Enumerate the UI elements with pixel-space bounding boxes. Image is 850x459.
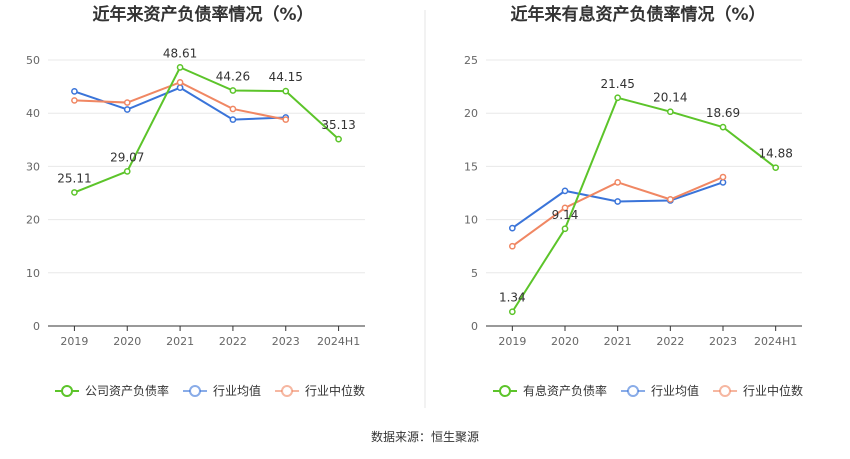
x-tick-label: 2023 (272, 335, 300, 348)
legend-item-median[interactable]: 行业中位数 (275, 383, 365, 398)
data-label: 9.14 (552, 208, 579, 222)
data-point-avg (508, 224, 516, 232)
data-point-avg (229, 116, 237, 123)
data-point-main (614, 94, 622, 102)
chart-title: 近年来有息资产负债率情况（%） (510, 4, 765, 25)
data-point-main (561, 225, 569, 233)
legend-label: 行业均值 (213, 383, 261, 398)
x-tick-label: 2024H1 (754, 335, 797, 348)
y-tick-label: 10 (464, 214, 478, 227)
data-label: 35.13 (321, 118, 355, 132)
x-tick-label: 2021 (604, 335, 632, 348)
data-point-main (123, 167, 131, 175)
legend-marker (499, 385, 511, 397)
x-tick-label: 2022 (219, 335, 247, 348)
y-tick-label: 15 (464, 160, 478, 173)
data-point-median (71, 97, 78, 104)
legend-item-main[interactable]: 有息资产负债率 (493, 383, 607, 398)
data-label: 14.88 (758, 147, 792, 161)
legend-label: 行业均值 (651, 383, 699, 398)
chart-title: 近年来资产负债率情况（%） (92, 4, 313, 25)
data-point-median (176, 78, 184, 86)
data-label: 29.07 (110, 150, 144, 164)
data-label: 18.69 (706, 106, 740, 120)
x-tick-label: 2023 (709, 335, 737, 348)
legend-marker (61, 385, 73, 397)
y-tick-label: 20 (464, 107, 478, 120)
series-line-avg (511, 181, 724, 229)
x-tick-label: 2021 (166, 335, 194, 348)
y-tick-label: 40 (26, 107, 40, 120)
data-point-main (282, 87, 290, 95)
data-point-main (666, 108, 674, 116)
data-point-median (719, 173, 727, 181)
data-point-median (282, 116, 290, 123)
x-tick-label: 2020 (551, 335, 579, 348)
y-tick-label: 30 (26, 160, 40, 173)
data-point-median (508, 242, 516, 250)
series-line-median (511, 176, 724, 248)
legend-label: 行业中位数 (305, 383, 365, 398)
legend-marker (719, 385, 732, 397)
y-tick-label: 10 (26, 267, 40, 280)
data-label: 48.61 (163, 46, 197, 60)
data-point-avg (123, 106, 131, 113)
legend-item-median[interactable]: 行业中位数 (713, 383, 803, 398)
legend-item-main[interactable]: 公司资产负债率 (55, 383, 169, 398)
data-point-avg (176, 84, 184, 92)
data-point-avg (614, 198, 622, 205)
legend-label: 行业中位数 (743, 383, 803, 398)
x-tick-label: 2024H1 (317, 335, 360, 348)
series-line-main (74, 66, 340, 194)
x-tick-label: 2020 (113, 335, 141, 348)
chart-panel-interest-debt-ratio: 近年来有息资产负债率情况（%） 0 5 10 15 20 25 2019 2020 2021 202… (464, 4, 803, 398)
data-label: 1.34 (499, 291, 526, 305)
data-point-avg (561, 187, 569, 195)
data-point-main (772, 164, 780, 172)
data-point-avg (719, 179, 727, 186)
data-label: 21.45 (600, 77, 634, 91)
legend-marker (189, 385, 202, 397)
data-point-main (71, 189, 78, 196)
legend-marker (627, 385, 640, 397)
x-tick-label: 2022 (656, 335, 684, 348)
data-point-main (719, 123, 727, 131)
y-tick-label: 5 (471, 267, 478, 280)
data-label: 25.11 (57, 171, 91, 185)
y-tick-label: 20 (26, 214, 40, 227)
legend-marker (281, 385, 294, 397)
data-point-main (229, 87, 237, 94)
legend-item-avg[interactable]: 行业均值 (621, 383, 699, 398)
x-tick-label: 2019 (498, 335, 526, 348)
data-point-median (229, 105, 237, 113)
y-tick-label: 50 (26, 54, 40, 67)
data-point-avg (71, 88, 78, 95)
data-label: 20.14 (653, 91, 687, 105)
data-label: 44.15 (269, 70, 303, 84)
legend-label: 有息资产负债率 (523, 383, 607, 398)
y-tick-label: 0 (33, 320, 40, 333)
chart-panel-debt-ratio: 近年来资产负债率情况（%） 0 10 20 30 40 50 2019 2020 2021 2022… (26, 4, 365, 398)
data-point-main (335, 135, 342, 143)
legend-label: 公司资产负债率 (85, 383, 169, 398)
data-point-median (666, 196, 674, 203)
data-point-median (123, 99, 131, 106)
legend-item-avg[interactable]: 行业均值 (183, 383, 261, 398)
data-source: 数据来源：恒生聚源 (371, 429, 479, 444)
x-tick-label: 2019 (60, 335, 88, 348)
data-point-median (614, 179, 622, 186)
data-point-median (561, 204, 569, 212)
series-line-main (511, 96, 777, 313)
data-point-main (508, 308, 516, 316)
series-line-avg (74, 86, 286, 121)
data-label: 44.26 (216, 70, 250, 84)
y-tick-label: 25 (464, 54, 478, 67)
y-tick-label: 0 (471, 320, 478, 333)
data-point-main (176, 64, 184, 71)
